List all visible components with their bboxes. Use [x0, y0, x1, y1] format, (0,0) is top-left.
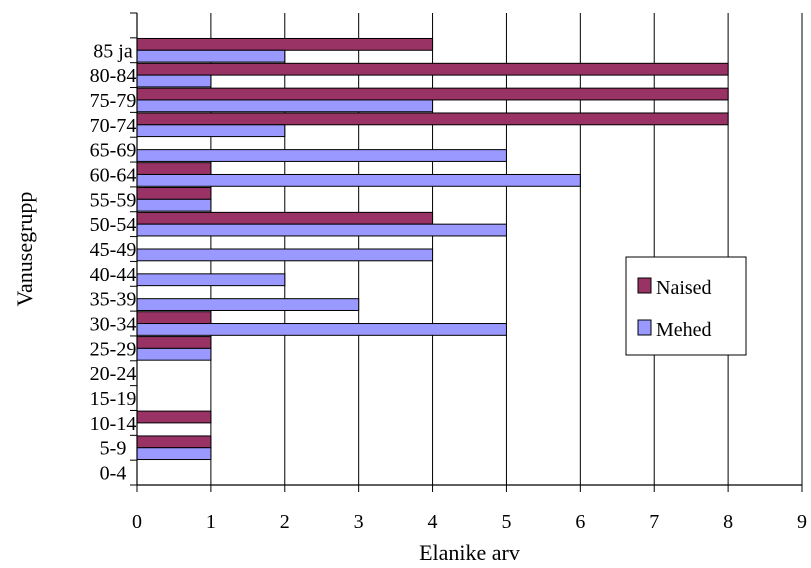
legend-swatch-naised [637, 277, 652, 294]
bar-mehed-85-ja [136, 49, 286, 63]
y-tick-label: 45-49 [90, 239, 137, 261]
x-axis-title: Elanike arv [419, 540, 520, 565]
x-tick-label: 6 [575, 511, 585, 533]
bar-naised-30-34 [136, 311, 212, 325]
legend-label-mehed: Mehed [656, 319, 712, 341]
y-tick-label: 30-34 [90, 314, 137, 336]
bar-naised-55-59 [136, 187, 212, 200]
x-tick-label: 1 [206, 511, 216, 533]
bar-mehed-45-49 [136, 248, 434, 262]
y-axis-title: Vanusegrupp [12, 192, 37, 307]
bar-naised-10-14 [136, 410, 212, 424]
y-tick-label: 50-54 [90, 214, 137, 236]
x-tick-label: 7 [649, 511, 659, 533]
bar-mehed-70-74 [136, 124, 286, 138]
legend-label-naised: Naised [656, 277, 712, 299]
bar-mehed-25-29 [136, 347, 212, 361]
y-tick-label: 70-74 [90, 115, 137, 137]
y-tick-label: 40-44 [90, 264, 137, 286]
y-tick-label: 65-69 [90, 140, 137, 162]
y-tick-label: 20-24 [90, 363, 137, 385]
legend: Naised Mehed [625, 256, 747, 356]
bar-mehed-30-34 [136, 323, 507, 336]
bar-mehed-60-64 [136, 173, 581, 187]
x-tick-label: 3 [354, 511, 364, 533]
x-tick-label: 0 [132, 511, 142, 533]
y-tick-label: 5-9 [100, 438, 127, 460]
x-tick-label: 8 [723, 511, 733, 533]
bar-mehed-50-54 [136, 223, 507, 237]
y-tick-label: 75-79 [90, 90, 137, 112]
bar-naised-80-84 [136, 62, 729, 76]
bar-mehed-75-79 [136, 99, 434, 113]
y-tick-label: 0-4 [100, 463, 127, 485]
bar-naised-25-29 [136, 336, 212, 349]
bar-naised-50-54 [136, 211, 434, 225]
y-tick-label: 60-64 [90, 164, 137, 186]
bar-naised-60-64 [136, 162, 212, 175]
x-tick-label: 2 [280, 511, 290, 533]
bar-mehed-55-59 [136, 198, 212, 212]
x-tick-label: 4 [428, 511, 438, 533]
bar-naised-5-9 [136, 435, 212, 449]
y-tick-label: 35-39 [90, 289, 137, 311]
y-tick-label: 85 ja [93, 40, 133, 62]
y-tick-label: 15-19 [90, 388, 137, 410]
y-tick-label: 80-84 [90, 65, 137, 87]
y-tick-label: 25-29 [90, 338, 137, 360]
bar-naised-75-79 [136, 87, 729, 101]
x-tick-label: 5 [501, 511, 511, 533]
legend-swatch-mehed [637, 319, 652, 336]
bar-naised-85-ja [136, 37, 434, 51]
bar-mehed-80-84 [136, 74, 212, 88]
legend-box [625, 256, 747, 356]
y-tick-label: 55-59 [90, 189, 137, 211]
bar-naised-70-74 [136, 112, 729, 126]
bar-mehed-40-44 [136, 273, 286, 287]
bar-mehed-35-39 [136, 298, 360, 311]
bar-mehed-65-69 [136, 149, 507, 162]
bar-mehed-5-9 [136, 447, 212, 461]
y-tick-label: 10-14 [90, 413, 137, 435]
x-tick-label: 9 [797, 511, 807, 533]
axes [130, 12, 803, 492]
